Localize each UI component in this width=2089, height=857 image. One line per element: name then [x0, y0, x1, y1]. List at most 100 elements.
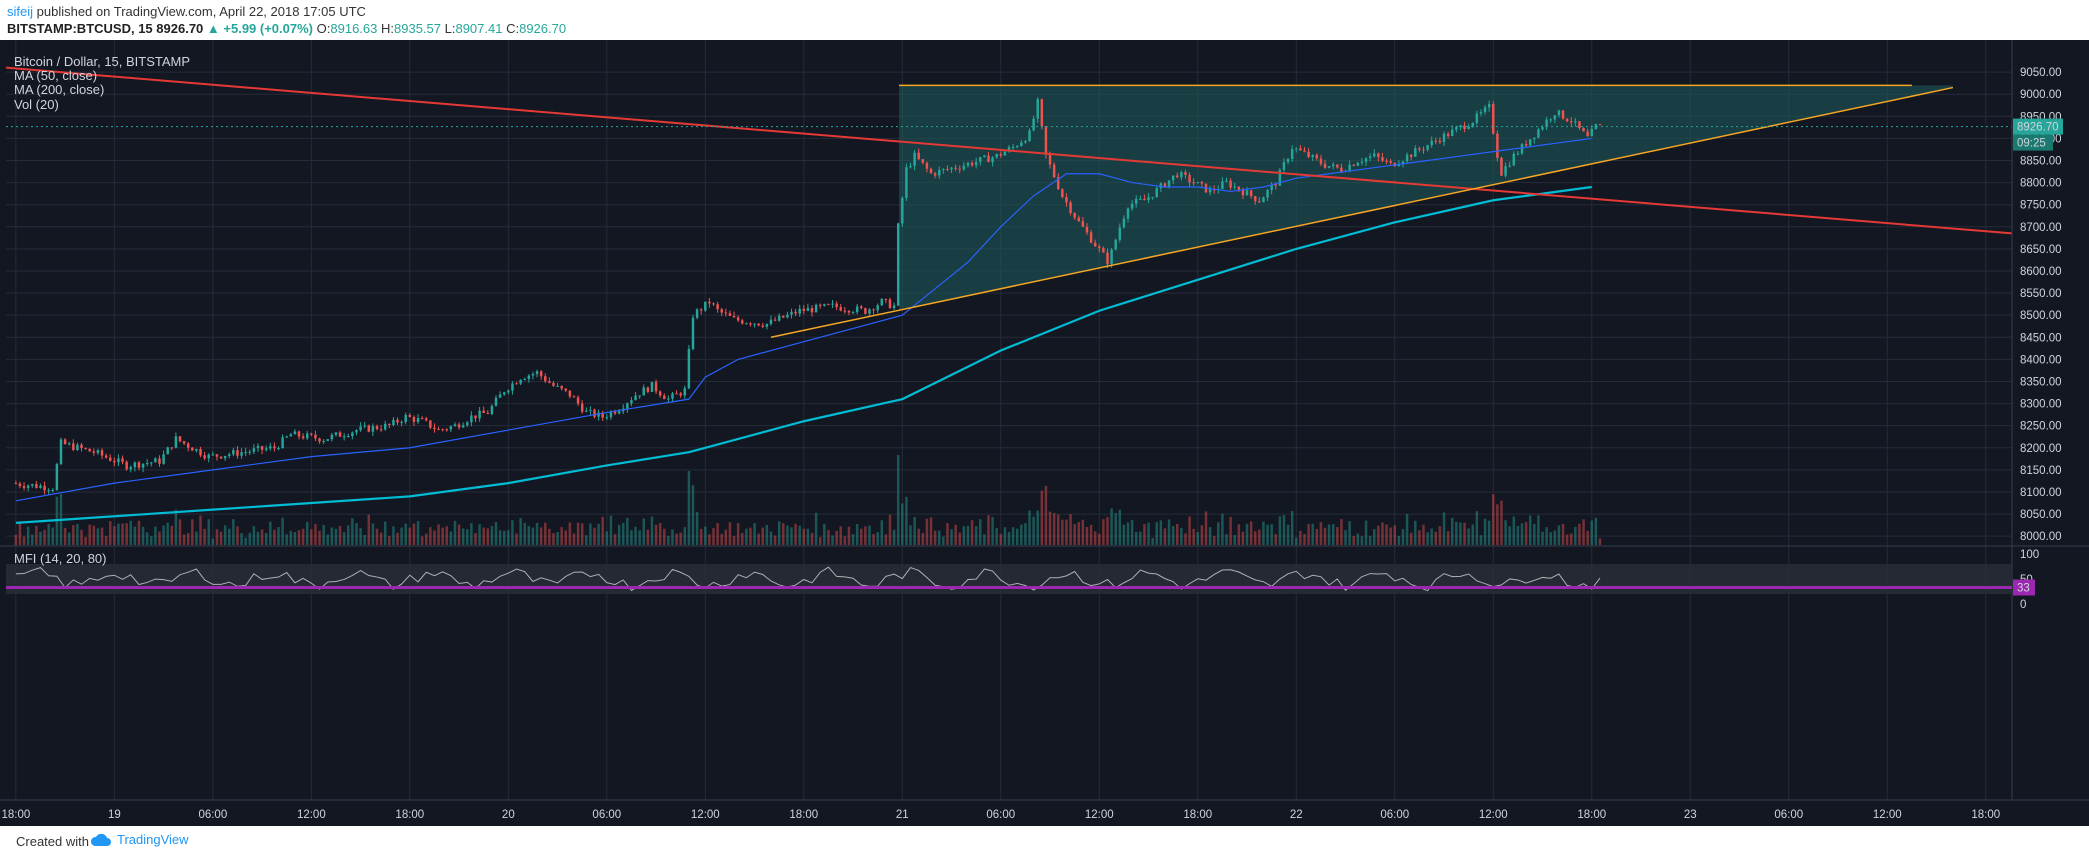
volume-bar	[137, 520, 141, 545]
ma50-legend[interactable]: MA (50, close)	[14, 68, 98, 83]
volume-bar	[732, 536, 736, 545]
candles	[14, 97, 1602, 495]
candle-body	[544, 376, 547, 382]
chart-svg[interactable]: 9050.009000.008950.008900.008850.008800.…	[0, 40, 2089, 826]
volume-bar	[1537, 515, 1540, 545]
candle-body	[1048, 154, 1052, 165]
volume-bar	[26, 526, 30, 545]
volume-bar	[1286, 524, 1290, 545]
volume-bar	[1504, 520, 1507, 545]
low-value: 8907.41	[455, 21, 503, 36]
volume-bar	[121, 523, 124, 545]
candle-body	[839, 307, 842, 311]
volume-bar	[1221, 513, 1224, 545]
volume-bar	[1299, 530, 1302, 545]
candle-body	[1020, 142, 1023, 147]
volume-bar	[1122, 524, 1126, 545]
candle-body	[1570, 121, 1573, 123]
volume-bar	[966, 525, 970, 545]
volume-bar	[724, 529, 728, 545]
volume-bar	[1389, 527, 1392, 545]
candle-body	[1463, 125, 1466, 129]
volume-bar	[1290, 511, 1294, 545]
volume-bar	[1233, 535, 1236, 545]
volume-bar	[18, 521, 22, 545]
candle-body	[1147, 197, 1150, 201]
open-label: O:	[316, 21, 331, 36]
candle-body	[1196, 182, 1200, 184]
volume-bar	[1011, 527, 1015, 545]
volume-bar	[675, 533, 678, 545]
author-link[interactable]: sifeij	[7, 4, 34, 19]
volume-bar	[1344, 530, 1347, 545]
volume-bar	[782, 523, 785, 545]
candle-body	[281, 437, 284, 449]
candle-body	[1212, 189, 1216, 191]
candle-body	[1007, 147, 1011, 152]
volume-bar	[753, 523, 756, 545]
time-tick-label: 19	[108, 809, 121, 821]
volume-bar	[654, 524, 658, 545]
volume-bar	[351, 518, 354, 545]
candle-body	[1483, 107, 1487, 113]
volume-bar	[277, 527, 280, 545]
candle-body	[974, 161, 978, 166]
candle-body	[983, 155, 986, 158]
volume-bar	[1496, 504, 1499, 545]
mfi-legend[interactable]: MFI (14, 20, 80)	[14, 551, 107, 566]
volume-bar	[855, 524, 859, 545]
candle-body	[1278, 169, 1282, 186]
candle-body	[527, 375, 531, 380]
volume-bar	[1401, 529, 1405, 545]
candle-body	[765, 323, 769, 327]
volume-bar	[1405, 514, 1409, 545]
chart-area[interactable]: 9050.009000.008950.008900.008850.008800.…	[0, 40, 2089, 826]
tradingview-link[interactable]: TradingView	[90, 832, 189, 847]
candle-body	[1307, 151, 1310, 157]
candle-body	[297, 431, 301, 437]
candle-body	[564, 388, 568, 391]
volume-bar	[663, 528, 666, 545]
volume-bar	[572, 533, 576, 545]
candle-body	[691, 317, 695, 350]
volume-legend[interactable]: Vol (20)	[14, 97, 59, 112]
volume-bar	[104, 535, 108, 545]
candle-body	[211, 454, 215, 456]
mfi-tick-label: 100	[2020, 549, 2039, 561]
candle-body	[835, 303, 838, 308]
volume-bar	[1196, 531, 1200, 545]
candle-body	[1598, 124, 1602, 126]
volume-bar	[219, 531, 223, 545]
candle-body	[289, 434, 293, 437]
price-tick-label: 9000.00	[2020, 89, 2062, 101]
grid-lines	[6, 40, 2012, 800]
candle-body	[1479, 112, 1483, 114]
candle-body	[576, 397, 580, 404]
candle-body	[51, 490, 55, 492]
volume-bar	[215, 529, 219, 545]
volume-bar	[798, 525, 801, 545]
candle-body	[240, 452, 243, 456]
candle-body	[1110, 249, 1113, 265]
candle-body	[798, 308, 801, 314]
volume-bar	[585, 535, 588, 545]
candle-body	[1434, 140, 1438, 142]
volume-bar	[880, 520, 884, 545]
candle-body	[1151, 197, 1154, 199]
candle-body	[1163, 183, 1167, 188]
volume-bar	[827, 529, 830, 545]
candle-body	[1167, 180, 1171, 188]
volume-bar	[186, 532, 190, 545]
ma200-legend[interactable]: MA (200, close)	[14, 82, 105, 97]
volume-bar	[634, 526, 637, 545]
volume-bar	[1487, 520, 1491, 545]
last-price-tag	[2013, 118, 2063, 135]
volume-bar	[174, 509, 178, 545]
volume-bar	[1098, 533, 1101, 545]
volume-bar	[482, 527, 485, 545]
candle-body	[1360, 161, 1364, 163]
candle-body	[1533, 137, 1536, 140]
volume-bar	[1459, 522, 1462, 545]
time-tick-label: 06:00	[198, 809, 227, 821]
candle-body	[1492, 104, 1495, 134]
